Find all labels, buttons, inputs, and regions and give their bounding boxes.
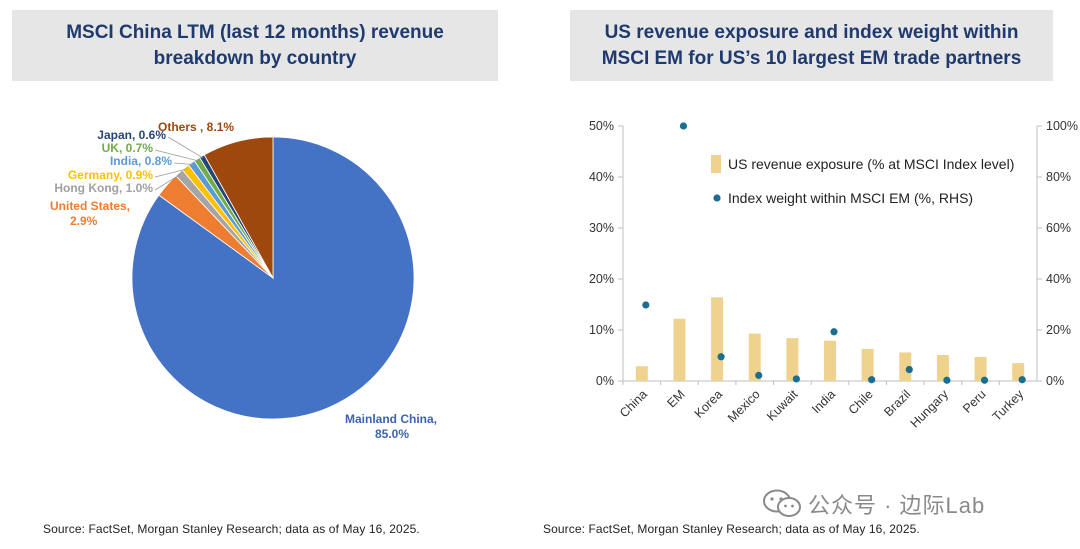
left-source-note: Source: FactSet, Morgan Stanley Research… <box>43 522 420 536</box>
pie-label-uk: UK, 0.7% <box>102 141 154 155</box>
pie-leader-hong-kong <box>154 173 181 191</box>
pie-chart: Mainland China, 85.0% United States, 2.9% Ho… <box>50 120 437 441</box>
dot-peru <box>980 376 989 384</box>
right-tick-label: 0% <box>1046 374 1064 388</box>
left-tick-label: 40% <box>589 170 614 184</box>
pie-slice-others <box>203 136 274 280</box>
bar-china <box>635 366 648 381</box>
left-tick-label: 20% <box>589 272 614 286</box>
right-tick-label: 40% <box>1046 272 1071 286</box>
left-tick-label: 0% <box>596 374 614 388</box>
watermark-text: 公众号 · 边际Lab <box>808 493 986 518</box>
dot-kuwait <box>792 375 800 383</box>
x-category-brazil: Brazil <box>881 387 913 419</box>
x-category-em: EM <box>664 387 687 410</box>
x-category-mexico: Mexico <box>725 387 763 425</box>
dot-chile <box>868 376 876 384</box>
pie-leader-japan <box>167 136 204 159</box>
pie-label-germany: Germany, 0.9% <box>68 168 153 182</box>
x-category-kuwait: Kuwait <box>764 387 801 424</box>
right-tick-label: 80% <box>1046 170 1071 184</box>
dot-em <box>679 122 688 130</box>
pie-label-others: Others , 8.1% <box>158 120 234 134</box>
right-tick-label: 60% <box>1046 221 1071 235</box>
dot-india <box>830 328 838 336</box>
bar-india <box>824 340 836 381</box>
legend-label-dot: Index weight within MSCI EM (%, RHS) <box>728 190 973 206</box>
pie-label-india: India, 0.8% <box>110 154 172 168</box>
bar-brazil <box>899 352 912 381</box>
watermark: 公众号 · 边际Lab <box>762 488 985 520</box>
dot-hungary <box>943 376 951 384</box>
x-category-peru: Peru <box>960 387 989 416</box>
left-chart-title: MSCI China LTM (last 12 months) revenue … <box>12 10 498 81</box>
bar-kuwait <box>786 338 799 381</box>
bar-em <box>673 318 686 381</box>
pie-label-mainland-china: Mainland China, 85.0% <box>345 412 437 441</box>
right-source-note: Source: FactSet, Morgan Stanley Research… <box>543 522 920 536</box>
x-category-korea: Korea <box>692 387 726 421</box>
legend-swatch-bar <box>711 155 721 173</box>
bar-chile <box>861 348 874 381</box>
wechat-icon <box>763 489 801 517</box>
dot-china <box>642 301 650 309</box>
bar-mexico <box>748 333 761 381</box>
pie-label-japan: Japan, 0.6% <box>97 128 166 142</box>
x-category-india: India <box>809 387 838 416</box>
right-tick-label: 20% <box>1046 323 1071 337</box>
pie-leader-uk <box>154 149 199 162</box>
pie-label-hong-kong: Hong Kong, 1.0% <box>54 181 153 195</box>
x-category-turkey: Turkey <box>990 387 1027 424</box>
left-tick-label: 10% <box>589 323 614 337</box>
bar-peru <box>974 357 987 381</box>
x-category-china: China <box>617 387 650 420</box>
left-tick-label: 50% <box>589 119 614 133</box>
x-category-chile: Chile <box>846 387 876 417</box>
legend-swatch-dot <box>713 194 721 202</box>
pie-leader-germany <box>154 168 187 178</box>
dot-brazil <box>905 365 913 374</box>
dot-mexico <box>755 371 763 379</box>
dot-turkey <box>1018 376 1026 384</box>
bar-hungary <box>936 354 949 381</box>
x-category-hungary: Hungary <box>908 387 952 431</box>
pie-leader-india <box>173 162 193 165</box>
bar-korea <box>711 297 724 381</box>
legend-label-bar: US revenue exposure (% at MSCI Index lev… <box>728 156 1014 172</box>
pie-label-united-states: United States, 2.9% <box>50 199 130 228</box>
legend: US revenue exposure (% at MSCI Index lev… <box>711 155 1014 206</box>
left-tick-label: 30% <box>589 221 614 235</box>
right-tick-label: 100% <box>1046 119 1078 133</box>
dot-korea <box>717 353 725 361</box>
right-chart-title: US revenue exposure and index weight wit… <box>570 10 1053 81</box>
